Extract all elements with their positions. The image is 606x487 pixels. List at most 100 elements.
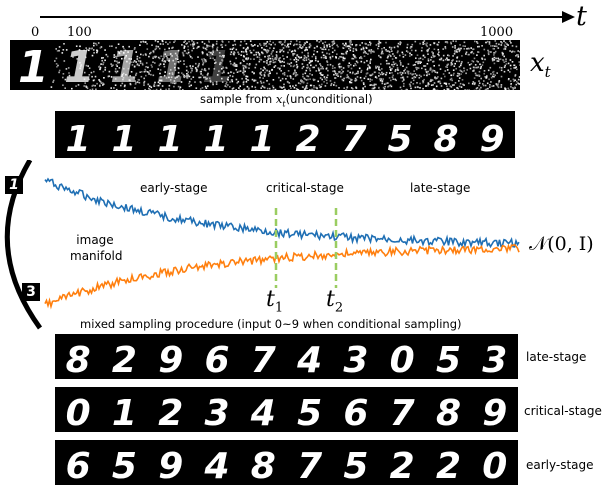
noise-pixel — [484, 89, 487, 90]
noise-pixel — [159, 82, 161, 85]
noise-pixel — [481, 57, 483, 60]
noise-pixel — [204, 85, 207, 88]
noise-pixel — [396, 64, 398, 67]
noise-pixel — [360, 71, 362, 73]
noise-pixel — [209, 57, 212, 59]
forward-digit: 1 — [18, 42, 49, 90]
noise-pixel — [401, 51, 404, 54]
noise-pixel — [349, 40, 352, 43]
noise-pixel — [271, 85, 274, 87]
noise-pixel — [368, 66, 371, 68]
noise-pixel — [385, 82, 388, 85]
noise-pixel — [472, 60, 475, 63]
noise-pixel — [222, 56, 225, 58]
noise-pixel — [221, 41, 224, 43]
noise-pixel — [459, 44, 461, 46]
caption-math-sub: t — [282, 99, 286, 109]
noise-pixel — [98, 65, 101, 68]
noise-pixel — [85, 47, 87, 49]
noise-pixel — [231, 88, 234, 90]
noise-pixel — [175, 57, 177, 60]
noise-pixel — [311, 74, 313, 76]
noise-pixel — [382, 72, 385, 75]
noise-pixel — [251, 71, 254, 73]
noise-pixel — [391, 63, 393, 66]
noise-pixel — [139, 44, 141, 46]
noise-pixel — [231, 79, 233, 81]
noise-pixel — [271, 57, 274, 60]
noise-pixel — [185, 69, 188, 72]
noise-pixel — [447, 54, 449, 57]
noise-pixel — [413, 70, 415, 72]
noise-pixel — [448, 59, 450, 61]
noise-pixel — [460, 86, 463, 88]
noise-pixel — [440, 85, 443, 87]
noise-pixel — [414, 63, 416, 66]
noise-pixel — [494, 45, 496, 47]
noise-pixel — [255, 89, 257, 90]
noise-pixel — [509, 80, 512, 82]
noise-pixel — [364, 42, 367, 45]
xt-subscript: t — [544, 63, 551, 82]
noise-pixel — [425, 44, 428, 46]
noise-pixel — [375, 77, 378, 79]
noise-pixel — [295, 88, 298, 90]
noise-pixel — [283, 86, 285, 88]
noise-pixel — [104, 66, 107, 69]
forward-digit: 1 — [64, 42, 95, 90]
noise-pixel — [293, 59, 296, 61]
noise-pixel — [504, 64, 506, 67]
noise-pixel — [165, 88, 167, 90]
noise-pixel — [414, 76, 417, 79]
noise-pixel — [457, 72, 459, 75]
noise-pixel — [251, 78, 254, 81]
noise-pixel — [161, 59, 164, 62]
noise-pixel — [337, 63, 340, 66]
noise-pixel — [360, 60, 363, 63]
noise-pixel — [490, 45, 492, 47]
noise-pixel — [334, 67, 336, 69]
noise-pixel — [292, 73, 295, 75]
noise-pixel — [247, 79, 250, 81]
noise-pixel — [340, 52, 343, 55]
noise-pixel — [175, 82, 177, 84]
noise-pixel — [294, 49, 296, 52]
noise-pixel — [439, 68, 442, 70]
noise-pixel — [92, 79, 95, 82]
noise-pixel — [478, 82, 481, 84]
noise-pixel — [483, 80, 485, 82]
noise-pixel — [89, 89, 91, 90]
noise-pixel — [192, 47, 195, 50]
noise-pixel — [153, 85, 155, 87]
noise-pixel — [500, 67, 503, 69]
noise-pixel — [318, 84, 321, 87]
noise-pixel — [186, 75, 188, 77]
noise-pixel — [263, 61, 266, 63]
noise-pixel — [400, 73, 403, 76]
noise-pixel — [150, 51, 152, 54]
noise-pixel — [240, 50, 243, 53]
noise-pixel — [379, 41, 382, 44]
noise-pixel — [221, 77, 223, 80]
noise-pixel — [516, 54, 518, 56]
noise-pixel — [323, 76, 326, 78]
noise-pixel — [362, 51, 365, 54]
noise-pixel — [409, 83, 411, 86]
noise-pixel — [391, 76, 394, 78]
noise-pixel — [495, 83, 498, 85]
noise-pixel — [428, 73, 431, 76]
noise-pixel — [62, 76, 64, 79]
noise-pixel — [157, 45, 160, 48]
noise-pixel — [227, 76, 230, 79]
noise-pixel — [466, 89, 469, 90]
noise-pixel — [138, 57, 141, 59]
noise-pixel — [428, 47, 430, 50]
noise-pixel — [518, 76, 520, 78]
noise-pixel — [202, 60, 204, 62]
noise-pixel — [192, 76, 195, 78]
noise-pixel — [152, 50, 155, 52]
noise-pixel — [342, 79, 345, 82]
noise-pixel — [343, 44, 346, 47]
noise-pixel — [410, 54, 413, 56]
noise-pixel — [148, 87, 150, 90]
